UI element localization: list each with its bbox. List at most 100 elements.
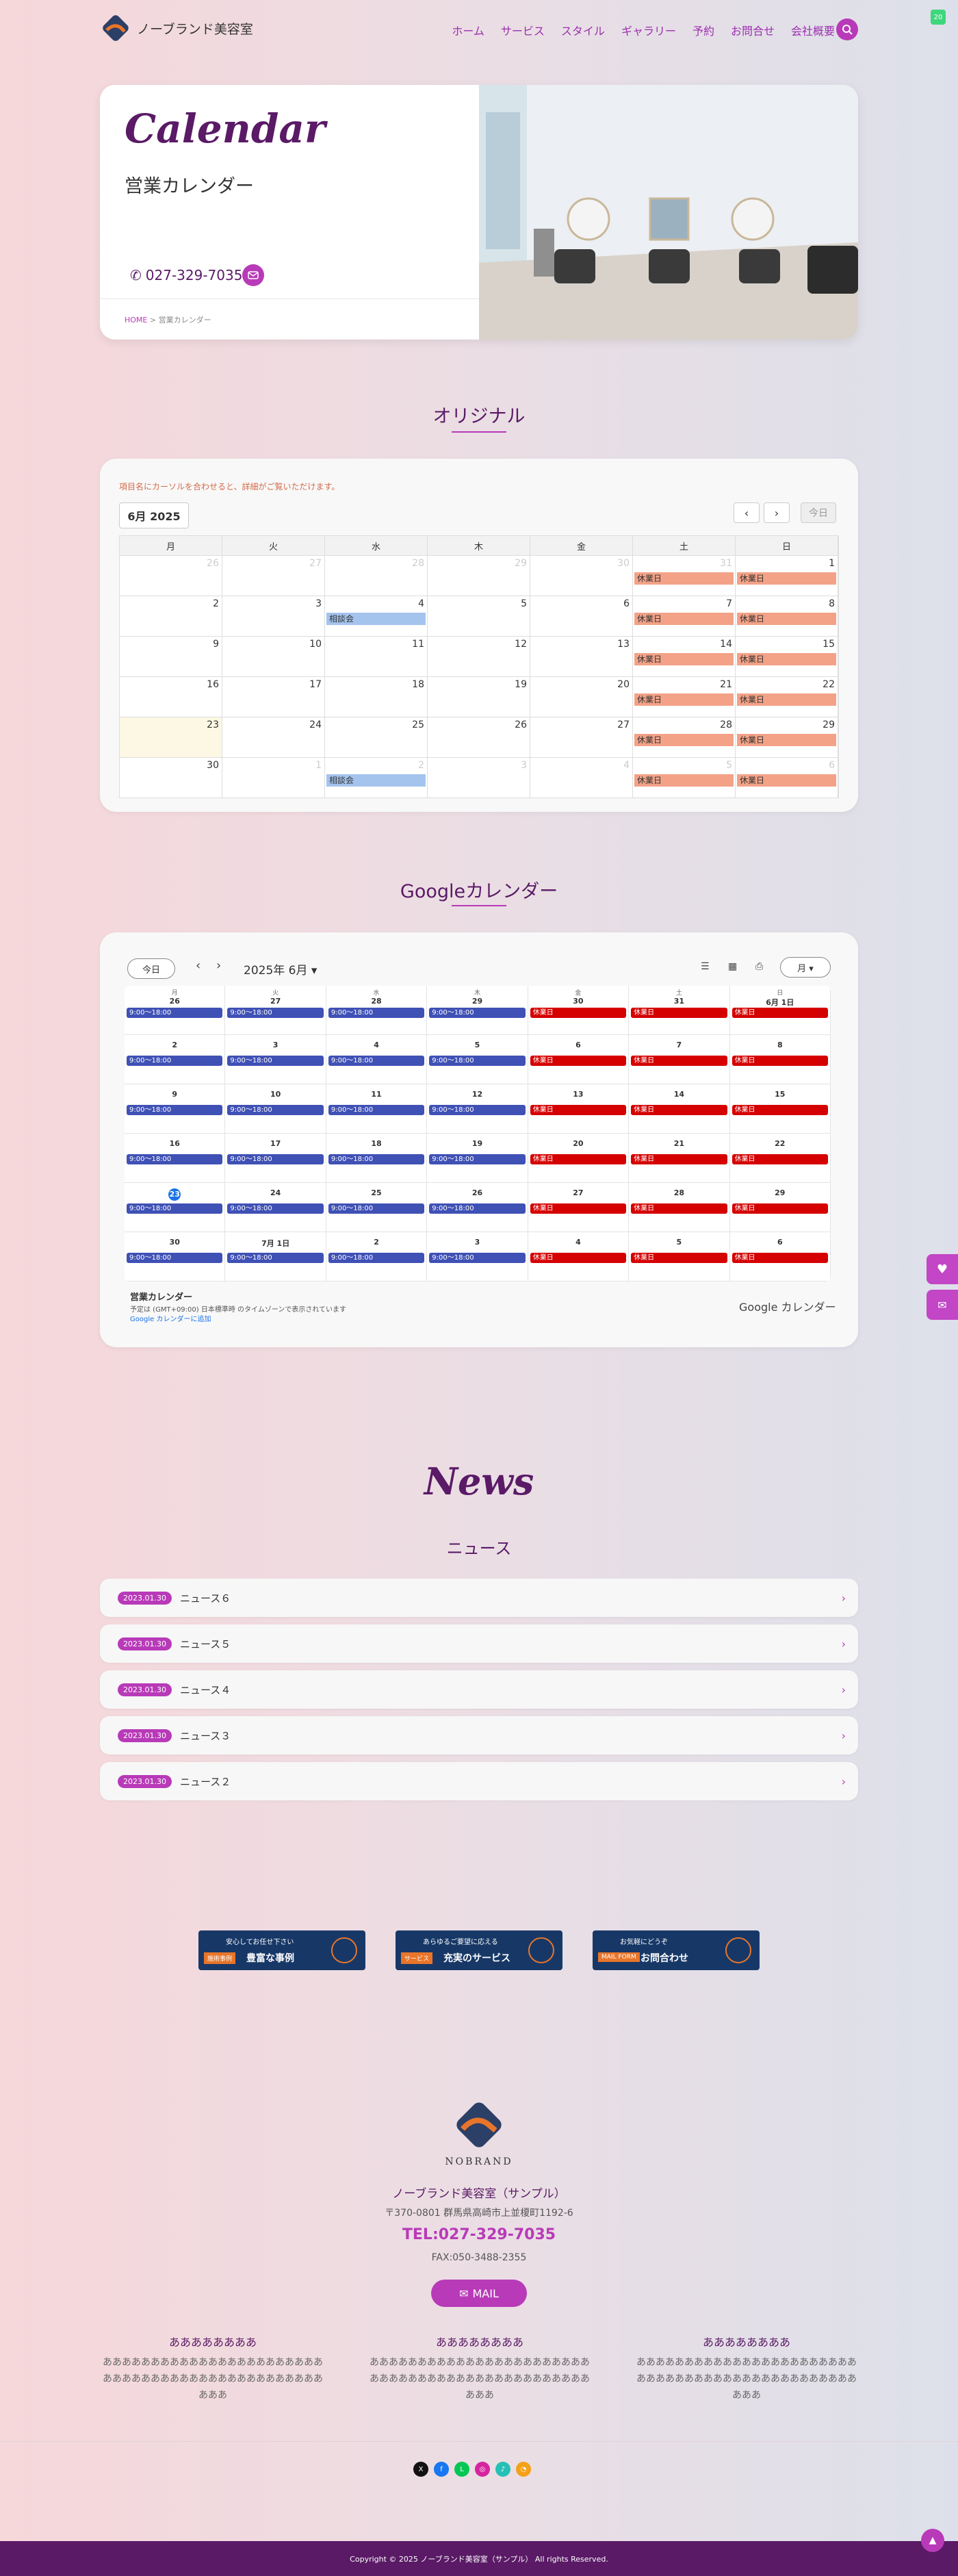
gcal-holiday-event[interactable]: 休業日 (530, 1203, 627, 1214)
gcal-work-event[interactable]: 9:00〜18:00 (328, 1203, 425, 1214)
consultation-event[interactable]: 相談会 (326, 613, 426, 625)
gcal-day-cell[interactable]: 3 9:00〜18:00 (427, 1232, 528, 1281)
gcal-day-cell[interactable]: 10 9:00〜18:00 (225, 1084, 326, 1134)
gcal-day-cell[interactable]: 2 9:00〜18:00 (125, 1035, 226, 1084)
gcal-day-cell[interactable]: 8 休業日 (729, 1035, 831, 1084)
gcal-day-cell[interactable]: 6 休業日 (729, 1232, 831, 1281)
gcal-work-event[interactable]: 9:00〜18:00 (328, 1253, 425, 1263)
gcal-day-cell[interactable]: 24 9:00〜18:00 (225, 1183, 326, 1232)
nav-service[interactable]: サービス (500, 25, 545, 38)
gcal-day-cell[interactable]: 土 31 休業日 (629, 986, 730, 1035)
gcal-day-cell[interactable]: 26 9:00〜18:00 (427, 1183, 528, 1232)
gcal-day-cell[interactable]: 4 9:00〜18:00 (326, 1035, 428, 1084)
holiday-event[interactable]: 休業日 (634, 774, 734, 787)
gcal-work-event[interactable]: 9:00〜18:00 (127, 1056, 223, 1066)
nav-company[interactable]: 会社概要 (790, 25, 835, 38)
holiday-event[interactable]: 休業日 (634, 613, 734, 625)
holiday-event[interactable]: 休業日 (634, 693, 734, 706)
banner-link[interactable]: お気軽にどうぞ MAIL FORM お問合わせ (593, 1930, 760, 1970)
gcal-holiday-event[interactable]: 休業日 (732, 1105, 828, 1115)
gcal-work-event[interactable]: 9:00〜18:00 (127, 1154, 223, 1164)
gcal-work-event[interactable]: 9:00〜18:00 (429, 1008, 526, 1018)
gcal-work-event[interactable]: 9:00〜18:00 (429, 1056, 526, 1066)
gcal-day-cell[interactable]: 7 休業日 (629, 1035, 730, 1084)
gcal-day-cell[interactable]: 3 9:00〜18:00 (225, 1035, 326, 1084)
banner-link[interactable]: 安心してお任せ下さい 施術事例 豊富な事例 (198, 1930, 365, 1970)
gcal-day-cell[interactable]: 17 9:00〜18:00 (225, 1134, 326, 1183)
gcal-holiday-event[interactable]: 休業日 (530, 1253, 627, 1263)
gcal-work-event[interactable]: 9:00〜18:00 (328, 1105, 425, 1115)
gcal-holiday-event[interactable]: 休業日 (631, 1105, 727, 1115)
holiday-event[interactable]: 休業日 (634, 653, 734, 665)
gcal-work-event[interactable]: 9:00〜18:00 (328, 1154, 425, 1164)
gcal-work-event[interactable]: 9:00〜18:00 (227, 1056, 324, 1066)
footer-tel[interactable]: TEL:027-329-7035 (402, 2226, 556, 2243)
gcal-holiday-event[interactable]: 休業日 (631, 1253, 727, 1263)
gcal-day-cell[interactable]: 22 休業日 (729, 1134, 831, 1183)
gcal-day-cell[interactable]: 金 30 休業日 (528, 986, 630, 1035)
calendar-prev-button[interactable]: ‹ (734, 502, 760, 523)
gcal-work-event[interactable]: 9:00〜18:00 (227, 1154, 324, 1164)
gcal-day-cell[interactable]: 28 休業日 (629, 1183, 730, 1232)
back-to-top-button[interactable]: ▲ (921, 2529, 944, 2552)
gcal-work-event[interactable]: 9:00〜18:00 (328, 1056, 425, 1066)
gcal-work-event[interactable]: 9:00〜18:00 (127, 1105, 223, 1115)
gcal-agenda-icon[interactable]: ☰ (701, 961, 710, 972)
gcal-holiday-event[interactable]: 休業日 (530, 1154, 627, 1164)
gcal-work-event[interactable]: 9:00〜18:00 (429, 1105, 526, 1115)
gcal-holiday-event[interactable]: 休業日 (732, 1154, 828, 1164)
gcal-day-cell[interactable]: 火 27 9:00〜18:00 (225, 986, 326, 1035)
news-item[interactable]: 2023.01.30 ニュース３ › (100, 1716, 858, 1755)
nav-gallery[interactable]: ギャラリー (621, 25, 676, 38)
gcal-day-cell[interactable]: 9 9:00〜18:00 (125, 1084, 226, 1134)
gcal-work-event[interactable]: 9:00〜18:00 (429, 1154, 526, 1164)
gcal-day-cell[interactable]: 23 9:00〜18:00 (125, 1183, 226, 1232)
hero-phone-link[interactable]: ✆ 027-329-7035 (130, 267, 242, 283)
gcal-brand-link[interactable]: Google カレンダー (739, 1301, 836, 1314)
gcal-day-cell[interactable]: 日 6月 1日 休業日 (729, 986, 831, 1035)
holiday-event[interactable]: 休業日 (737, 572, 836, 585)
gcal-holiday-event[interactable]: 休業日 (732, 1008, 828, 1018)
gcal-prev-button[interactable]: ‹ (196, 958, 201, 973)
site-logo[interactable]: ノーブランド美容室 (100, 12, 253, 44)
gcal-work-event[interactable]: 9:00〜18:00 (127, 1253, 223, 1263)
gcal-day-cell[interactable]: 12 9:00〜18:00 (427, 1084, 528, 1134)
gcal-add-link[interactable]: Google カレンダーに追加 (130, 1316, 211, 1323)
gcal-work-event[interactable]: 9:00〜18:00 (127, 1008, 223, 1018)
gcal-day-cell[interactable]: 21 休業日 (629, 1134, 730, 1183)
gcal-day-cell[interactable]: 30 9:00〜18:00 (125, 1232, 226, 1281)
gcal-holiday-event[interactable]: 休業日 (530, 1008, 627, 1018)
nav-style[interactable]: スタイル (560, 25, 605, 38)
gcal-day-cell[interactable]: 6 休業日 (528, 1035, 630, 1084)
gcal-work-event[interactable]: 9:00〜18:00 (127, 1203, 223, 1214)
gcal-day-cell[interactable]: 7月 1日 9:00〜18:00 (225, 1232, 326, 1281)
gcal-holiday-event[interactable]: 休業日 (631, 1056, 727, 1066)
gcal-work-event[interactable]: 9:00〜18:00 (429, 1253, 526, 1263)
gcal-day-cell[interactable]: 月 26 9:00〜18:00 (125, 986, 226, 1035)
banner-link[interactable]: あらゆるご要望に応える サービス 充実のサービス (396, 1930, 562, 1970)
line-icon[interactable]: L (454, 2462, 469, 2477)
nav-contact[interactable]: お問合せ (730, 25, 775, 38)
gcal-day-cell[interactable]: 25 9:00〜18:00 (326, 1183, 428, 1232)
music-icon[interactable]: ♪ (495, 2462, 510, 2477)
hero-mail-button[interactable] (242, 264, 264, 286)
gcal-day-cell[interactable]: 20 休業日 (528, 1134, 630, 1183)
gcal-next-button[interactable]: › (216, 958, 222, 973)
gcal-day-cell[interactable]: 14 休業日 (629, 1084, 730, 1134)
gcal-holiday-event[interactable]: 休業日 (732, 1253, 828, 1263)
holiday-event[interactable]: 休業日 (634, 572, 734, 585)
news-item[interactable]: 2023.01.30 ニュース５ › (100, 1624, 858, 1663)
gcal-work-event[interactable]: 9:00〜18:00 (429, 1203, 526, 1214)
chat-side-button[interactable]: ✉ (927, 1290, 958, 1320)
corner-badge[interactable]: 20 (931, 10, 946, 25)
gcal-holiday-event[interactable]: 休業日 (732, 1056, 828, 1066)
gcal-holiday-event[interactable]: 休業日 (631, 1008, 727, 1018)
gcal-day-cell[interactable]: 5 9:00〜18:00 (427, 1035, 528, 1084)
gcal-holiday-event[interactable]: 休業日 (631, 1203, 727, 1214)
nav-reserve[interactable]: 予約 (692, 25, 714, 38)
facebook-icon[interactable]: f (434, 2462, 449, 2477)
gcal-day-cell[interactable]: 27 休業日 (528, 1183, 630, 1232)
holiday-event[interactable]: 休業日 (634, 734, 734, 746)
calendar-today-button[interactable]: 今日 (801, 502, 836, 523)
nav-home[interactable]: ホーム (452, 25, 484, 38)
